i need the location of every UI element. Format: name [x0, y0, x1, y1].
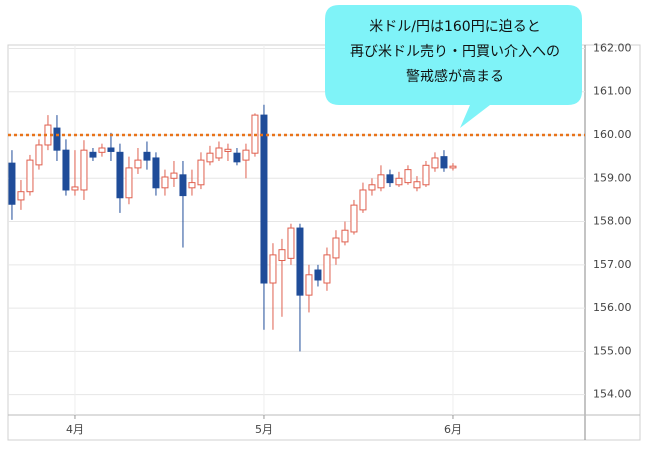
- y-tick-label: 155.00: [593, 344, 632, 357]
- candle-body: [350, 204, 358, 233]
- candle-body: [188, 182, 196, 189]
- candle-body: [197, 159, 205, 186]
- candle-body: [224, 148, 232, 152]
- candle-body: [395, 177, 403, 186]
- candle-body: [71, 186, 79, 191]
- candle-body: [269, 254, 277, 284]
- candle-body: [98, 147, 106, 153]
- candle-body: [134, 159, 142, 169]
- x-tick-label: 4月: [66, 423, 84, 436]
- candle-body: [287, 227, 295, 259]
- candle-body: [143, 151, 151, 161]
- candle-body: [305, 274, 313, 296]
- candle-body: [89, 151, 97, 158]
- candle-body: [341, 229, 349, 243]
- candle-body: [107, 147, 115, 152]
- frame: [7, 44, 641, 441]
- y-tick-label: 154.00: [593, 388, 632, 401]
- candle-body: [242, 149, 250, 161]
- candle-body: [449, 165, 457, 169]
- annotation-line: 再び米ドル売り・円買い介入への: [350, 44, 560, 60]
- candle-body: [17, 191, 25, 201]
- x-tick-label: 6月: [444, 423, 462, 436]
- candle-body: [116, 151, 124, 199]
- candle-body: [359, 189, 367, 211]
- candle-body: [161, 176, 169, 189]
- candle-body: [152, 157, 160, 189]
- candle-body: [62, 149, 70, 191]
- y-tick-label: 157.00: [593, 258, 632, 271]
- candle-body: [404, 169, 412, 184]
- y-tick-label: 162.00: [593, 41, 632, 54]
- x-tick-label: 5月: [255, 423, 273, 436]
- y-tick-label: 158.00: [593, 215, 632, 228]
- candle-body: [278, 249, 286, 262]
- candle-body: [377, 174, 385, 189]
- annotation-line: 米ドル/円は160円に迫ると: [369, 19, 540, 35]
- candle-body: [80, 149, 88, 191]
- candle-body: [386, 174, 394, 184]
- candle-body: [368, 184, 376, 191]
- candle-body: [413, 181, 421, 189]
- candle-body: [35, 144, 43, 166]
- candle-body: [260, 114, 268, 284]
- candle-body: [323, 254, 331, 284]
- candle-body: [125, 167, 133, 199]
- candle-body: [233, 152, 241, 163]
- candle-body: [440, 156, 448, 169]
- candle-body: [8, 162, 16, 205]
- callout-bubble: [325, 5, 582, 128]
- candle-body: [170, 172, 178, 179]
- candle-body: [332, 237, 340, 259]
- y-tick-label: 156.00: [593, 301, 632, 314]
- y-tick-label: 161.00: [593, 85, 632, 98]
- candle-body: [53, 127, 61, 151]
- candle-body: [296, 227, 304, 296]
- candle-body: [26, 159, 34, 193]
- annotation-callout: 米ドル/円は160円に迫ると 再び米ドル売り・円買い介入への 警戒感が高まる: [325, 5, 582, 128]
- y-tick-label: 160.00: [593, 128, 632, 141]
- candle-body: [206, 152, 214, 163]
- annotation-line: 警戒感が高まる: [406, 68, 504, 85]
- candle-body: [431, 157, 439, 169]
- candle-body: [179, 174, 187, 197]
- y-tick-label: 159.00: [593, 171, 632, 184]
- candle-body: [215, 147, 223, 159]
- candle-body: [314, 269, 322, 281]
- candle-body: [422, 164, 430, 186]
